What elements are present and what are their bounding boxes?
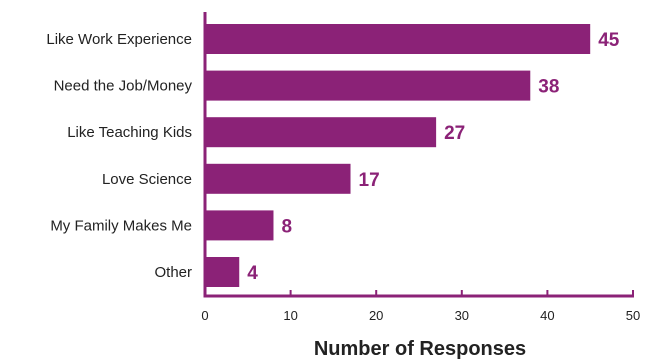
x-tick-label: 40 [540, 308, 554, 323]
category-label: Love Science [102, 171, 192, 188]
data-label: 4 [247, 263, 258, 284]
x-axis-title: Number of Responses [314, 338, 526, 360]
value-labels: 45 38 27 17 8 4 [247, 30, 620, 284]
x-tick-label: 20 [369, 308, 383, 323]
category-label: Like Work Experience [46, 31, 192, 48]
data-label: 27 [444, 123, 465, 144]
data-label: 17 [359, 170, 380, 191]
category-label: My Family Makes Me [50, 217, 192, 234]
bar [205, 117, 437, 148]
data-label: 8 [281, 216, 292, 237]
bar [205, 70, 531, 101]
category-label: Like Teaching Kids [67, 124, 192, 141]
category-label: Other [154, 264, 192, 281]
bars-layer [205, 24, 591, 287]
axes [203, 12, 634, 298]
category-label: Need the Job/Money [54, 78, 193, 95]
bar [205, 257, 240, 287]
x-tick-label: 0 [201, 308, 208, 323]
x-tick-label: 30 [455, 308, 469, 323]
data-label: 38 [538, 77, 559, 98]
x-tick-label: 10 [283, 308, 297, 323]
bar [205, 210, 274, 241]
x-tick-label: 50 [626, 308, 640, 323]
data-label: 45 [598, 30, 620, 51]
bar [205, 163, 351, 194]
x-tick-labels: 0 10 20 30 40 50 [201, 308, 640, 323]
bar [205, 24, 591, 54]
category-labels: Like Work Experience Need the Job/Money Li… [46, 31, 192, 281]
